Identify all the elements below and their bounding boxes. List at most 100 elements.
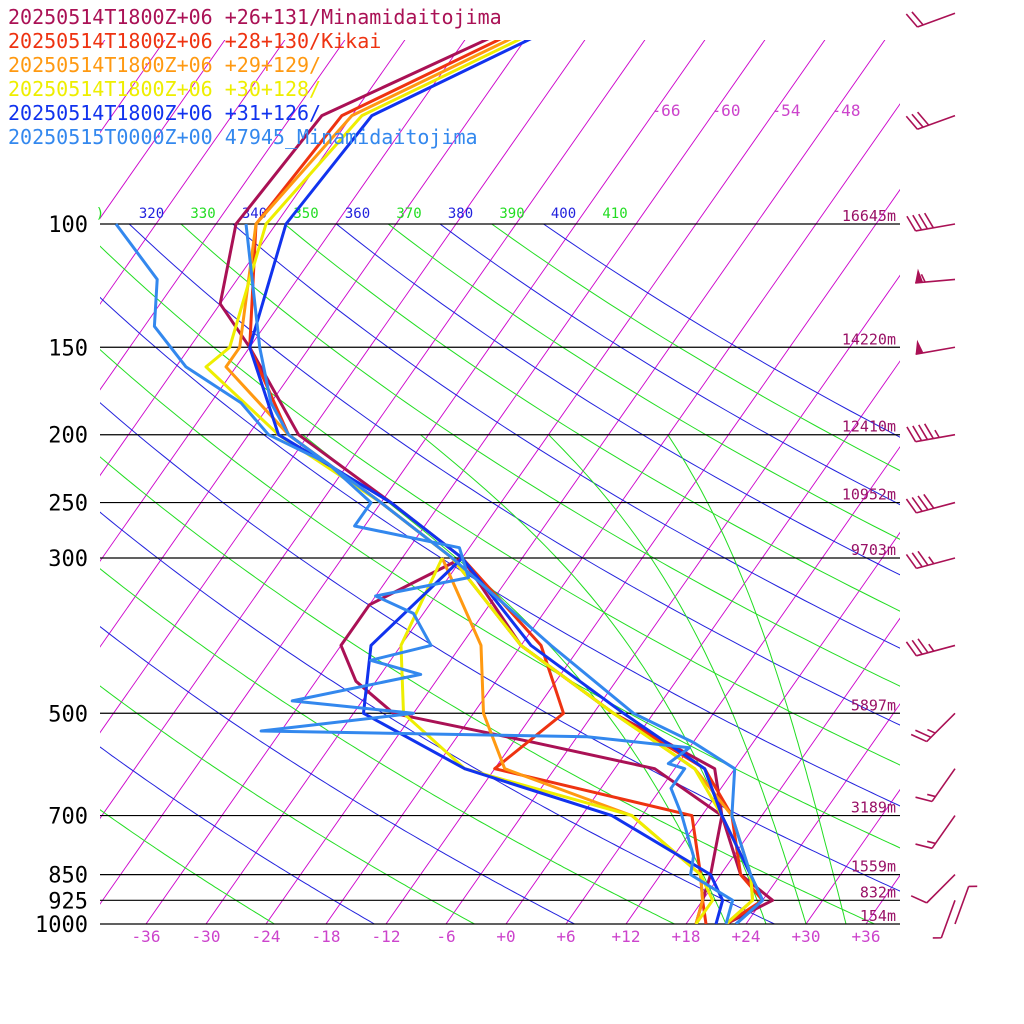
barb-full xyxy=(918,424,929,440)
pressure-label-200: 200 xyxy=(48,424,88,449)
barb-shaft xyxy=(931,815,956,849)
dewpoint-line xyxy=(339,556,724,924)
barb-shaft xyxy=(940,900,956,939)
wind-barb xyxy=(906,423,956,443)
barb-shaft xyxy=(954,886,970,925)
barb-half xyxy=(928,643,935,652)
height-label-500: 5897m xyxy=(851,696,896,714)
wind-barb xyxy=(905,638,956,657)
barb-full xyxy=(917,638,929,654)
wind-barb xyxy=(915,815,956,850)
height-label-925: 832m xyxy=(860,883,896,901)
wind-barb xyxy=(915,268,956,284)
x-tick-label: +30 xyxy=(792,927,821,946)
theta-label: 320 xyxy=(139,206,164,222)
theta-label: 400 xyxy=(551,206,576,222)
isotherm xyxy=(745,703,900,924)
adiabat-line xyxy=(542,224,900,438)
x-tick-label: -36 xyxy=(132,927,161,946)
legend-entry: 20250514T1800Z+06 +28+130/Kikai xyxy=(8,29,381,53)
axis-labels: 100 16645m 150 14220m 200 12410m 250 10952m 300 9… xyxy=(35,101,896,946)
barb-full xyxy=(923,423,935,439)
barb-full xyxy=(917,550,929,566)
pressure-label-850: 850 xyxy=(48,864,88,889)
barb-full xyxy=(915,729,932,739)
x-tick-label: +36 xyxy=(852,927,881,946)
height-label-1000: 154m xyxy=(860,907,896,925)
barb-full xyxy=(915,796,933,803)
theta-label: ) xyxy=(96,206,104,222)
x-tick-label: -30 xyxy=(192,927,221,946)
barb-shaft xyxy=(915,346,956,355)
height-label-150: 14220m xyxy=(842,330,896,348)
adiabat-line xyxy=(100,402,900,892)
legend-entry: 20250514T1800Z+06 +26+131/Minamidaitojim… xyxy=(8,5,502,29)
barb-full xyxy=(912,425,923,442)
barb-shaft xyxy=(915,223,956,232)
temperature-line xyxy=(224,40,755,924)
isotherm xyxy=(685,617,900,924)
isotherm xyxy=(100,40,346,391)
temperature-line xyxy=(218,40,775,924)
barb-full xyxy=(911,113,924,128)
barb-full xyxy=(905,13,919,28)
series-5 xyxy=(114,223,765,924)
barb-full xyxy=(918,213,929,230)
isotherm xyxy=(805,788,900,924)
pressure-label-925: 925 xyxy=(48,889,88,914)
x-tick-label: +6 xyxy=(556,927,575,946)
adiabat-line xyxy=(100,746,376,924)
barb-half xyxy=(927,793,936,798)
adiabat-line xyxy=(100,626,576,924)
adiabat-line xyxy=(335,224,900,576)
barb-half xyxy=(934,429,940,438)
theta-label: 370 xyxy=(396,206,421,222)
barb-full xyxy=(911,496,923,512)
barb-full xyxy=(910,895,928,904)
barb-shaft xyxy=(926,874,956,904)
dewpoint-line xyxy=(440,557,705,924)
adiabat-line xyxy=(180,224,900,687)
barb-half xyxy=(927,728,936,734)
barb-half xyxy=(920,273,926,283)
height-label-100: 16645m xyxy=(842,207,896,225)
barb-half xyxy=(928,556,935,565)
series-2 xyxy=(224,40,755,924)
theta-label: 410 xyxy=(602,206,627,222)
isotherm xyxy=(100,40,166,134)
series-4 xyxy=(248,40,765,924)
isotherm xyxy=(625,531,900,924)
x-tick-label: +12 xyxy=(612,927,641,946)
barb-full xyxy=(905,553,918,569)
height-label-250: 10952m xyxy=(842,486,896,504)
series-0 xyxy=(218,40,775,924)
pressure-label-100: 100 xyxy=(48,213,88,238)
adiabat-line xyxy=(387,224,900,540)
dewpoint-line xyxy=(399,557,715,924)
dewpoint-line xyxy=(114,223,735,924)
pressure-label-250: 250 xyxy=(48,492,88,517)
pressure-label-500: 500 xyxy=(48,702,88,727)
dewpoint-line xyxy=(362,556,725,924)
isotherm xyxy=(986,0,1024,924)
barb-full xyxy=(917,495,929,511)
isotherm xyxy=(565,446,900,924)
adiabat-line xyxy=(232,224,900,649)
barb-shaft xyxy=(917,114,956,131)
wind-barb xyxy=(910,712,956,743)
legend-entry: 20250515T0000Z+00 47945_Minamidaitojima xyxy=(8,125,478,149)
pressure-label-1000: 1000 xyxy=(35,913,88,938)
temperature-line xyxy=(248,40,765,924)
barb-full xyxy=(905,115,919,130)
wind-barb xyxy=(954,885,978,925)
barb-half xyxy=(927,840,936,845)
wind-barb xyxy=(915,339,956,355)
adiabat-line xyxy=(100,809,276,924)
isobar-lines xyxy=(100,223,900,925)
pressure-label-700: 700 xyxy=(48,805,88,830)
top-temp-label: -60 xyxy=(712,101,741,120)
legend: 20250514T1800Z+06 +26+131/Minamidaitojim… xyxy=(8,5,502,149)
x-tick-label: +0 xyxy=(496,927,515,946)
adiabat-line xyxy=(128,224,900,726)
isotherm xyxy=(926,0,1024,924)
